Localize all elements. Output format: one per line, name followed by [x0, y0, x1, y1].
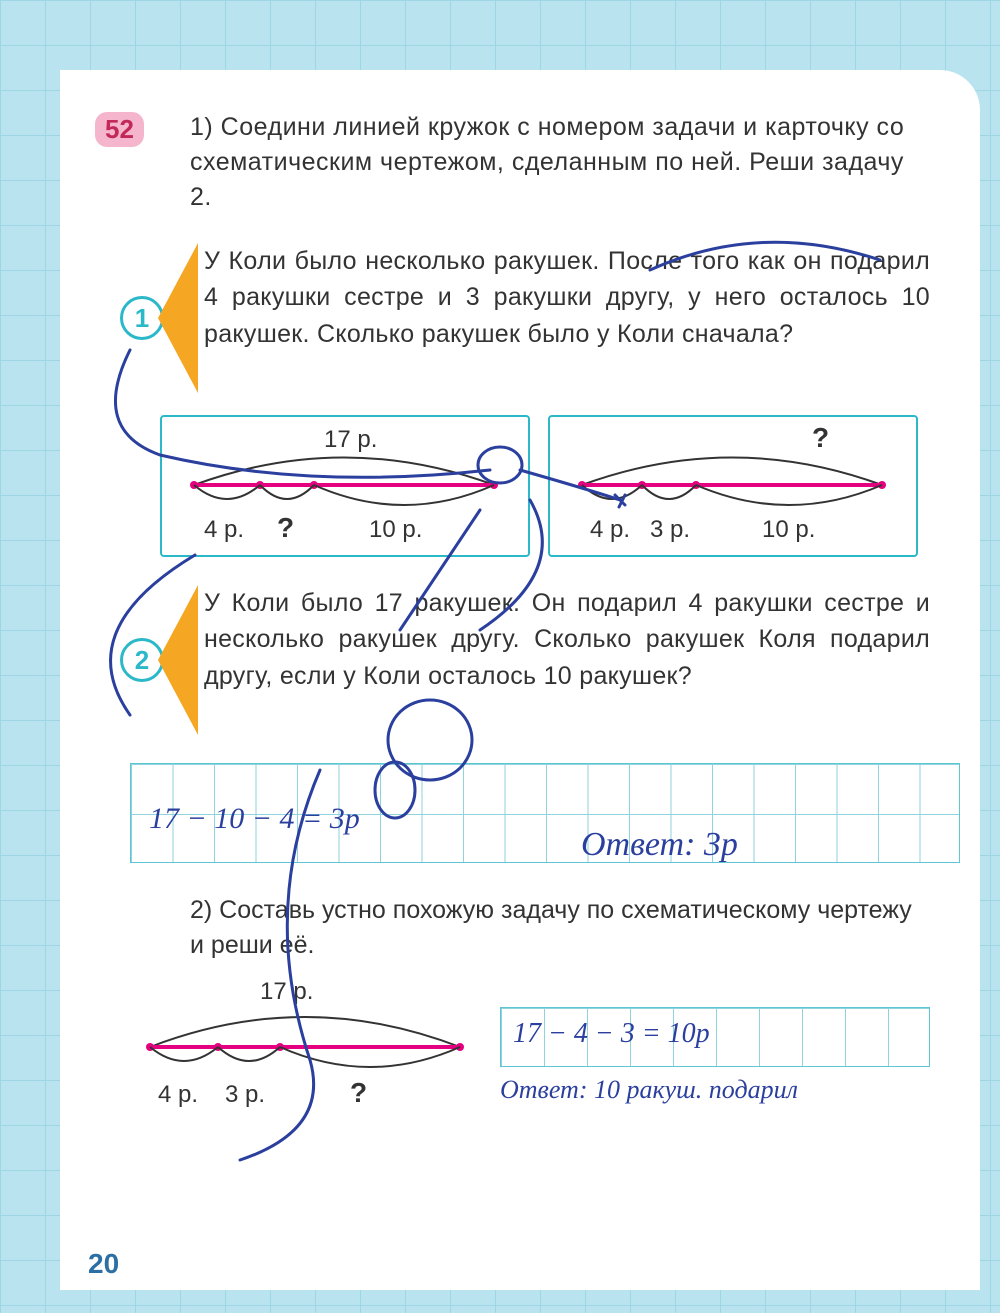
d3-label-1: 3 р.: [225, 1081, 265, 1108]
d2-label-1: 3 р.: [650, 516, 690, 543]
solution-grid: 17 − 10 − 4 = 3р Ответ: 3р: [130, 763, 960, 863]
problem-1: 1 У Коли было несколько ракушек. После т…: [120, 243, 930, 393]
d3-top-label: 17 р.: [260, 978, 313, 1005]
page-number: 20: [88, 1248, 119, 1280]
problem-2-text: У Коли было 17 ракушек. Он подарил 4 рак…: [204, 585, 930, 735]
segment-diagram-3: 17 р. 4 р. 3 р. ?: [130, 977, 480, 1117]
bottom-row: 17 р. 4 р. 3 р. ? 17 − 4 − 3 = 10р Ответ…: [130, 977, 930, 1117]
diagram-row: 17 р. 4 р. ? 10 р. ?: [160, 415, 930, 557]
workbook-page: 52 1) Соедини линией кружок с номером за…: [60, 70, 980, 1290]
d2-top-arc: [582, 458, 882, 486]
d3-label-2: ?: [350, 1077, 367, 1108]
bottom-answer: Ответ: 10 ракуш. подарил: [500, 1075, 930, 1105]
problem-2: 2 У Коли было 17 ракушек. Он подарил 4 р…: [120, 585, 930, 735]
d3-label-0: 4 р.: [158, 1081, 198, 1108]
mini-answer-grid: 17 − 4 − 3 = 10р: [500, 1007, 930, 1067]
solution-answer: Ответ: 3р: [581, 826, 738, 864]
problem-1-text: У Коли было несколько ракушек. После тог…: [204, 243, 930, 393]
d1-top-arc: [194, 458, 494, 486]
d2-label-2: 10 р.: [762, 516, 815, 543]
d2-top-label: ?: [812, 425, 829, 453]
part2-text: 2) Составь устно похожую задачу по схема…: [190, 893, 930, 963]
bottom-equation: 17 − 4 − 3 = 10р: [513, 1018, 710, 1050]
d1-label-0: 4 р.: [204, 516, 244, 543]
segment-diagram-1: 17 р. 4 р. ? 10 р.: [174, 425, 514, 545]
d2-label-0: 4 р.: [590, 516, 630, 543]
diagram-box-2: ? 4 р. 3 р. 10 р.: [548, 415, 918, 557]
d1-top-label: 17 р.: [324, 426, 377, 453]
segment-diagram-2: ? 4 р. 3 р. 10 р.: [562, 425, 902, 545]
triangle-marker-icon: [158, 585, 198, 735]
d1-label-1: ?: [277, 512, 294, 543]
diagram-box-1: 17 р. 4 р. ? 10 р.: [160, 415, 530, 557]
solution-equation: 17 − 10 − 4 = 3р: [149, 802, 360, 836]
exercise-number-badge: 52: [95, 112, 144, 147]
intro-text: 1) Соедини линией кружок с номером задач…: [190, 110, 930, 215]
triangle-marker-icon: [158, 243, 198, 393]
d1-label-2: 10 р.: [369, 516, 422, 543]
